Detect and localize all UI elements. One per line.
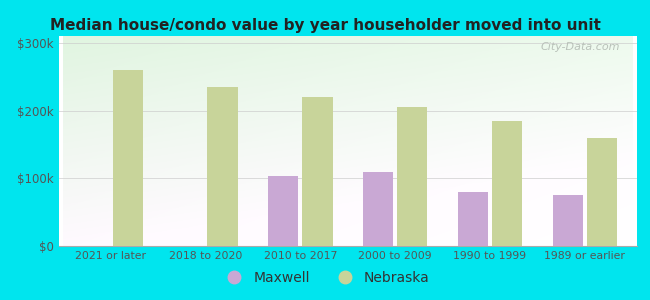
Bar — [458, 192, 488, 246]
Bar — [302, 97, 333, 246]
Bar — [112, 70, 143, 246]
Text: City-Data.com: City-Data.com — [540, 42, 619, 52]
Bar — [207, 87, 238, 246]
Bar — [363, 172, 393, 246]
Bar — [587, 138, 617, 246]
Text: Median house/condo value by year householder moved into unit: Median house/condo value by year househo… — [49, 18, 601, 33]
Bar — [552, 195, 583, 246]
Legend: Maxwell, Nebraska: Maxwell, Nebraska — [214, 265, 436, 290]
Bar — [397, 107, 428, 246]
Bar — [492, 121, 522, 246]
Bar — [268, 176, 298, 246]
